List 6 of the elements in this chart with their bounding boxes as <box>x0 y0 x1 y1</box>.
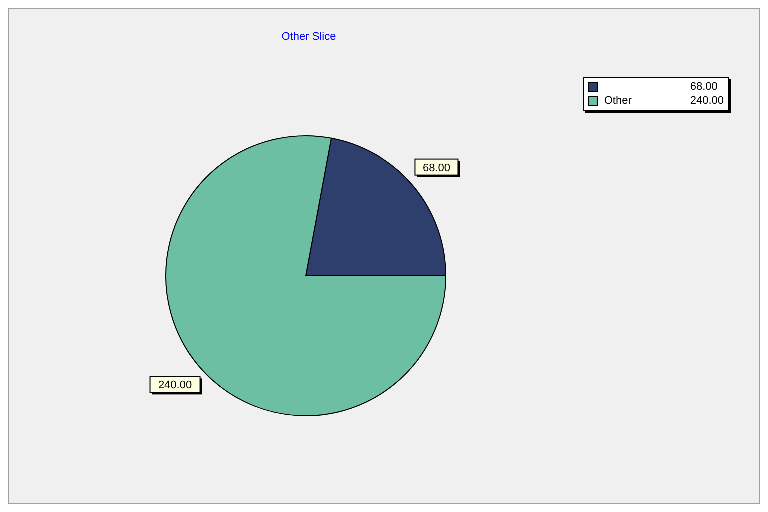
text: 68.00 <box>690 81 718 93</box>
text: 240.00 <box>690 95 724 107</box>
data-label: 68.00 <box>422 162 450 174</box>
data-label: 240.00 <box>158 380 192 392</box>
legend-label: Other <box>604 94 633 108</box>
chart-title: Other Slice <box>280 31 338 43</box>
